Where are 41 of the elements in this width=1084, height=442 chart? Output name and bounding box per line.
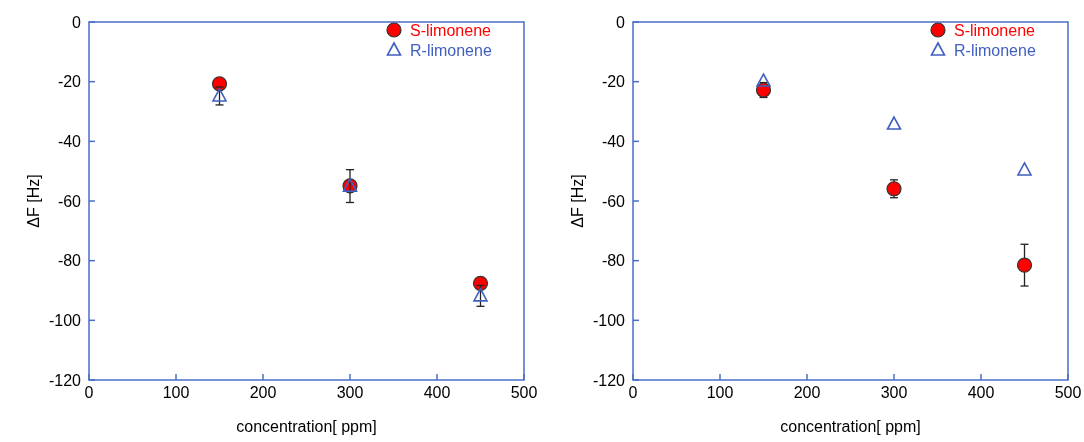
- point: [756, 73, 771, 87]
- y-tick-label: -20: [57, 73, 82, 91]
- x-tick-label: 400: [967, 384, 995, 401]
- y-tick-label: -120: [592, 371, 626, 389]
- y-tick-label: -60: [57, 192, 82, 210]
- y-tick-label: -80: [601, 252, 626, 270]
- legend-label: S-limonene: [954, 21, 1036, 39]
- point: [886, 116, 902, 130]
- point: [472, 275, 489, 291]
- y-tick-label: -100: [592, 311, 626, 329]
- x-tick-label: 0: [628, 384, 638, 401]
- x-tick-label: 300: [880, 384, 908, 401]
- y-axis-title: ΔF [Hz]: [569, 174, 586, 228]
- x-tick-label: 100: [162, 384, 190, 401]
- point: [473, 288, 488, 302]
- x-tick-label: 100: [706, 384, 734, 401]
- y-tick-label: -40: [57, 132, 82, 150]
- point: [1017, 162, 1032, 176]
- x-tick-label: 0: [84, 384, 94, 401]
- x-tick-label: 300: [336, 384, 364, 401]
- y-tick-label: 0: [616, 13, 626, 31]
- y-tick-label: -60: [601, 192, 626, 210]
- legend-label: R-limonene: [954, 41, 1036, 59]
- y-tick-label: -120: [48, 371, 82, 389]
- x-tick-label: 500: [1054, 384, 1082, 401]
- y-tick-label: -80: [57, 252, 82, 270]
- x-axis-title: concentration[ ppm]: [780, 418, 921, 435]
- legend-label: R-limonene: [410, 41, 492, 59]
- x-tick-label: 200: [793, 384, 821, 401]
- y-tick-label: -40: [601, 132, 626, 150]
- x-tick-label: 200: [249, 384, 277, 401]
- y-tick-label: -100: [48, 311, 82, 329]
- y-tick-label: 0: [72, 13, 82, 31]
- x-axis-title: concentration[ ppm]: [236, 418, 377, 435]
- point: [1016, 257, 1033, 273]
- y-axis-title: ΔF [Hz]: [25, 174, 42, 228]
- y-tick-label: -20: [601, 73, 626, 91]
- x-tick-label: 500: [510, 384, 538, 401]
- point: [212, 88, 227, 102]
- legend-label: S-limonene: [410, 21, 492, 39]
- x-tick-label: 400: [423, 384, 451, 401]
